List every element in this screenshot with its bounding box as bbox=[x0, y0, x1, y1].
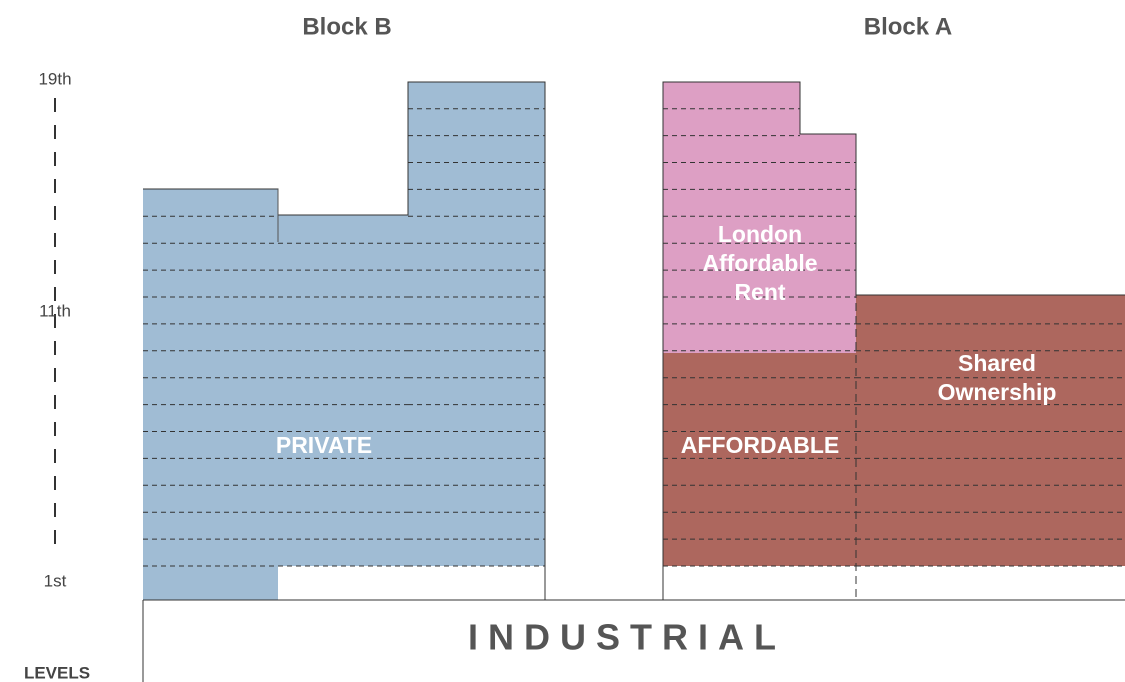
building-shapes bbox=[54, 81, 1125, 682]
level-label: 11th bbox=[39, 301, 71, 320]
lar-zone bbox=[663, 82, 856, 353]
levels-caption: LEVELS bbox=[24, 663, 90, 682]
industrial-label: INDUSTRIAL bbox=[468, 617, 786, 658]
block-title: Block A bbox=[864, 13, 952, 40]
private-block bbox=[143, 82, 545, 600]
affordable-zone bbox=[663, 353, 856, 566]
zone-label: Shared bbox=[958, 350, 1036, 376]
level-label: 19th bbox=[38, 69, 71, 88]
zone-label: PRIVATE bbox=[276, 432, 372, 458]
zone-label: Affordable bbox=[703, 250, 818, 276]
zone-label: London bbox=[718, 221, 802, 247]
zone-label: Ownership bbox=[938, 379, 1057, 405]
shared-ownership-zone bbox=[856, 295, 1125, 566]
zone-label: AFFORDABLE bbox=[681, 432, 839, 458]
block-title: Block B bbox=[302, 13, 391, 40]
level-label: 1st bbox=[44, 571, 67, 590]
zone-label: Rent bbox=[734, 279, 785, 305]
